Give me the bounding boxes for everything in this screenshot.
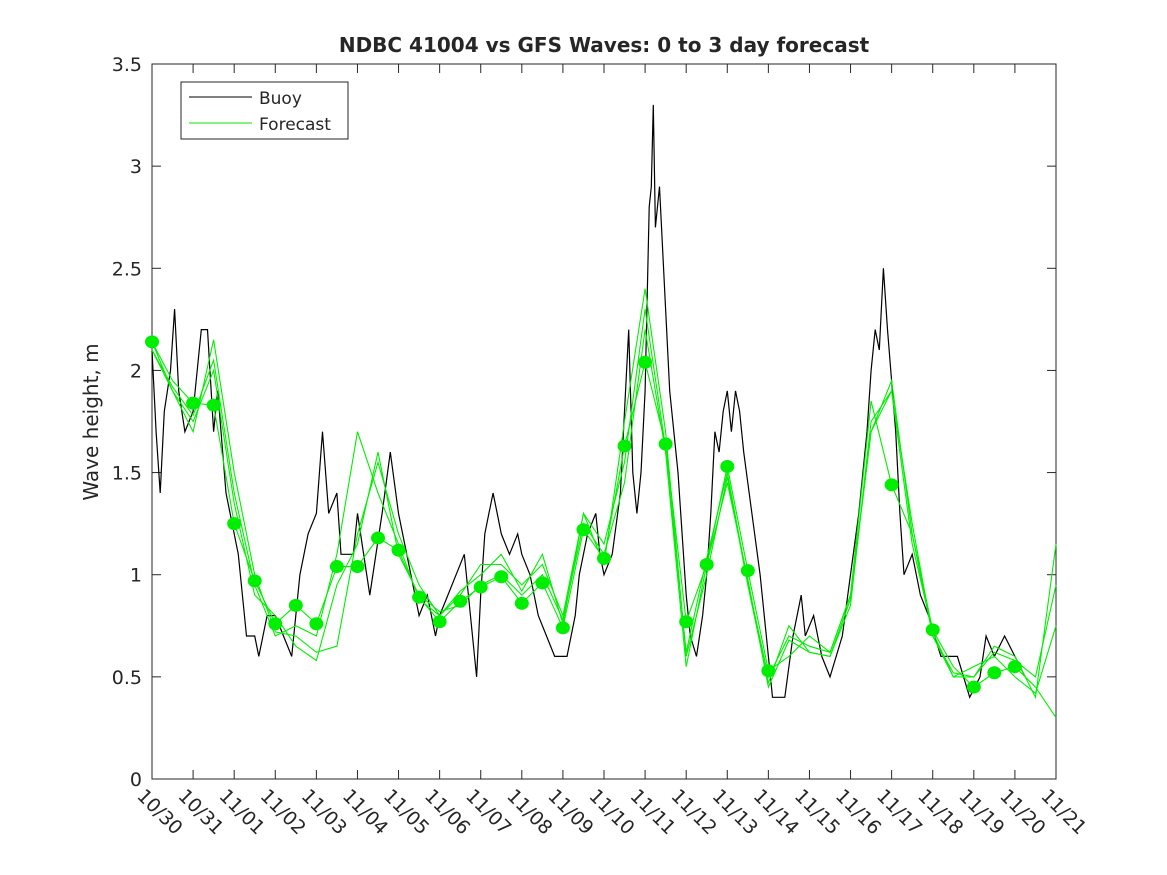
forecast-point — [720, 459, 735, 473]
x-tick-label: 11/19 — [954, 785, 1008, 839]
x-tick-label: 11/01 — [215, 785, 269, 839]
forecast-point — [206, 398, 221, 412]
y-tick-label: 0 — [130, 769, 142, 791]
forecast-point — [453, 594, 468, 608]
forecast-point — [658, 437, 673, 451]
forecast-point — [576, 523, 591, 537]
legend-buoy-label: Buoy — [259, 89, 302, 109]
forecast-point — [247, 574, 262, 588]
forecast-point — [268, 617, 283, 631]
forecast-point — [1007, 660, 1022, 674]
x-tick-label: 11/11 — [626, 785, 680, 839]
forecast-point — [391, 543, 406, 557]
x-tick-label: 10/30 — [132, 785, 186, 839]
plot-area — [145, 104, 1057, 719]
forecast-point — [987, 666, 1002, 680]
forecast-line-3 — [151, 329, 1057, 695]
forecast-point — [412, 590, 427, 604]
forecast-point — [925, 623, 940, 637]
forecast-point — [679, 615, 694, 629]
chart-title: NDBC 41004 vs GFS Waves: 0 to 3 day fore… — [339, 33, 870, 57]
forecast-point — [514, 596, 529, 610]
forecast-point — [966, 680, 981, 694]
x-tick-label: 11/04 — [338, 785, 392, 839]
forecast-point — [597, 551, 611, 565]
x-tick-label: 11/18 — [913, 785, 967, 839]
forecast-point — [186, 396, 201, 410]
y-tick-label: 1 — [130, 565, 142, 587]
x-tick-label: 11/10 — [584, 785, 638, 839]
forecast-line-1 — [151, 341, 1057, 719]
x-tick-label: 11/03 — [297, 785, 351, 839]
x-tick-label: 11/15 — [790, 785, 844, 839]
x-tick-label: 11/16 — [831, 785, 885, 839]
x-tick-label: 11/14 — [749, 785, 803, 839]
forecast-point — [371, 531, 385, 545]
forecast-point — [473, 580, 488, 594]
forecast-point — [309, 617, 324, 631]
forecast-point — [761, 664, 776, 678]
forecast-point — [145, 335, 159, 349]
y-axis-label: Wave height, m — [79, 343, 103, 500]
x-tick-label: 10/31 — [174, 785, 228, 839]
forecast-line-2 — [151, 288, 1057, 700]
forecast-point — [494, 570, 509, 584]
x-tick-label: 11/05 — [379, 785, 433, 839]
legend-forecast-label: Forecast — [259, 115, 331, 135]
y-tick-label: 2 — [130, 360, 142, 382]
forecast-line-4 — [151, 309, 1057, 679]
plot-frame — [151, 63, 1057, 780]
forecast-point — [555, 621, 570, 635]
forecast-point — [699, 558, 714, 571]
forecast-point — [288, 598, 303, 612]
y-tick-label: 3 — [130, 156, 142, 178]
forecast-point — [432, 615, 447, 629]
axes: 00.511.522.533.510/3010/3111/0111/0211/0… — [112, 54, 1091, 839]
x-tick-label: 11/21 — [1036, 785, 1090, 839]
forecast-point — [638, 355, 653, 369]
x-tick-label: 11/08 — [502, 785, 556, 839]
x-tick-label: 11/06 — [420, 785, 474, 839]
legend: Buoy Forecast — [180, 81, 349, 140]
y-tick-label: 3.5 — [112, 54, 142, 76]
x-tick-label: 11/20 — [995, 785, 1049, 839]
forecast-point — [329, 560, 344, 574]
x-tick-label: 11/12 — [667, 785, 721, 839]
x-tick-label: 11/09 — [543, 785, 597, 839]
forecast-point — [535, 576, 550, 590]
forecast-point — [227, 517, 242, 531]
y-tick-label: 2.5 — [112, 258, 142, 280]
y-tick-label: 1.5 — [112, 463, 142, 485]
x-tick-label: 11/13 — [708, 785, 762, 839]
forecast-point — [740, 564, 755, 578]
x-tick-label: 11/07 — [461, 785, 515, 839]
legend-box — [180, 81, 349, 140]
x-tick-label: 11/02 — [256, 785, 310, 839]
forecast-point — [350, 560, 365, 574]
forecast-point — [617, 439, 632, 453]
y-tick-label: 0.5 — [112, 667, 142, 689]
x-tick-label: 11/17 — [872, 785, 926, 839]
forecast-point — [884, 478, 899, 492]
